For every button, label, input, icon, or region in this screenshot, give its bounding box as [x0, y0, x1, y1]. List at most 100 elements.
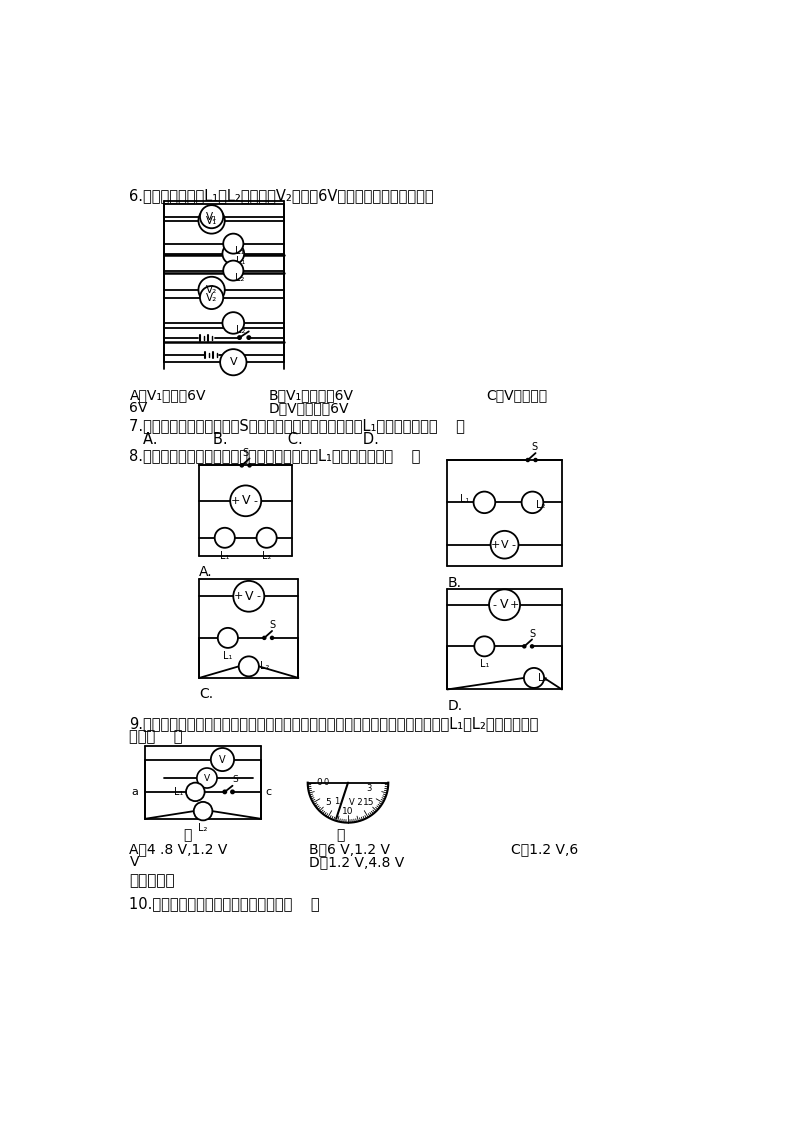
Text: A.: A.	[199, 566, 213, 580]
Text: V: V	[130, 855, 139, 869]
Text: L₁: L₁	[235, 246, 244, 256]
Text: V: V	[245, 590, 253, 603]
Circle shape	[200, 205, 223, 229]
Text: D．1.2 V,4.8 V: D．1.2 V,4.8 V	[310, 855, 405, 869]
Circle shape	[522, 645, 526, 648]
Circle shape	[474, 636, 494, 657]
Text: 甲: 甲	[184, 829, 192, 842]
Circle shape	[223, 790, 226, 794]
Circle shape	[526, 458, 530, 462]
Circle shape	[238, 336, 241, 340]
Circle shape	[194, 801, 212, 821]
Text: +: +	[490, 540, 500, 550]
Text: A．V₁示数为6V: A．V₁示数为6V	[130, 388, 206, 402]
Text: L₁: L₁	[220, 551, 230, 560]
Circle shape	[489, 590, 520, 620]
Text: 6V: 6V	[130, 402, 148, 415]
Text: +: +	[234, 591, 243, 601]
Circle shape	[240, 464, 243, 466]
Text: 15: 15	[362, 798, 374, 807]
Circle shape	[200, 286, 223, 309]
Text: C．V示数小于: C．V示数小于	[486, 388, 547, 402]
Circle shape	[197, 767, 217, 788]
Text: 8.下列四个电路图中，能正确使用电压表测得灯L₁两端电压的是（    ）: 8.下列四个电路图中，能正确使用电压表测得灯L₁两端电压的是（ ）	[130, 448, 421, 463]
Text: L₂: L₂	[261, 661, 270, 671]
Circle shape	[247, 336, 250, 340]
Text: L₂: L₂	[236, 325, 245, 335]
Circle shape	[211, 748, 234, 771]
Text: V₁: V₁	[206, 215, 218, 225]
Circle shape	[222, 312, 244, 334]
Text: V₂: V₂	[206, 285, 218, 294]
Text: -: -	[493, 600, 497, 610]
Circle shape	[490, 531, 518, 558]
Circle shape	[270, 636, 274, 640]
Circle shape	[223, 233, 243, 254]
Text: -: -	[257, 591, 261, 601]
Text: 9.如图甲所示电路中，当闭合开关后，两个电压表指针偏转均为图乙所示，则电灯L₁和L₂两端的电压分: 9.如图甲所示电路中，当闭合开关后，两个电压表指针偏转均为图乙所示，则电灯L₁和…	[130, 717, 539, 731]
Text: 5: 5	[325, 798, 330, 807]
Text: 1: 1	[334, 797, 340, 806]
Circle shape	[218, 628, 238, 648]
Text: V₁: V₁	[206, 212, 218, 222]
Circle shape	[262, 636, 266, 640]
Text: A．4 .8 V,1.2 V: A．4 .8 V,1.2 V	[130, 842, 228, 856]
Text: L₁: L₁	[236, 256, 245, 266]
Circle shape	[231, 790, 234, 794]
Text: V: V	[230, 358, 237, 367]
Text: 二、多选题: 二、多选题	[130, 873, 175, 887]
Circle shape	[530, 645, 534, 648]
Circle shape	[230, 486, 262, 516]
Circle shape	[186, 782, 205, 801]
Text: V: V	[500, 599, 509, 611]
Text: V: V	[204, 773, 210, 782]
Text: S: S	[233, 775, 238, 784]
Text: S: S	[531, 443, 537, 453]
Text: 10.关于下列物理概念，说法错误的是（    ）: 10.关于下列物理概念，说法错误的是（ ）	[130, 895, 320, 911]
Text: D．V示数大于6V: D．V示数大于6V	[269, 402, 350, 415]
Text: L₂: L₂	[538, 672, 547, 683]
Text: L₂: L₂	[262, 551, 271, 560]
Text: B．V₁示数大于6V: B．V₁示数大于6V	[269, 388, 354, 402]
Circle shape	[524, 668, 544, 688]
Circle shape	[220, 349, 246, 376]
Text: B.: B.	[447, 575, 461, 590]
Text: B．6 V,1.2 V: B．6 V,1.2 V	[310, 842, 390, 856]
Circle shape	[238, 657, 259, 677]
Circle shape	[222, 243, 244, 265]
Text: D.: D.	[447, 698, 462, 713]
Text: 7.下面所列电路中，当开关S闭合，电压表能直接测出灯泡L₁两端电压的是（    ）: 7.下面所列电路中，当开关S闭合，电压表能直接测出灯泡L₁两端电压的是（ ）	[130, 418, 466, 432]
Circle shape	[534, 458, 537, 462]
Text: L₂: L₂	[536, 500, 546, 511]
Circle shape	[248, 464, 251, 466]
Text: +: +	[231, 496, 240, 506]
Circle shape	[198, 276, 225, 303]
Text: L₁: L₁	[459, 494, 469, 504]
Text: S: S	[530, 628, 535, 638]
Circle shape	[214, 528, 235, 548]
Text: C.: C.	[199, 687, 214, 701]
Text: S: S	[242, 447, 249, 457]
Text: 3: 3	[366, 783, 372, 792]
Text: L₁: L₁	[223, 651, 233, 661]
Text: S: S	[270, 620, 276, 631]
Text: 别为（    ）: 别为（ ）	[130, 729, 183, 745]
Text: V₂: V₂	[206, 292, 218, 302]
Text: +: +	[510, 600, 519, 610]
Text: 10: 10	[342, 807, 354, 816]
Text: 0: 0	[317, 778, 322, 787]
Text: A.            B.             C.             D.: A. B. C. D.	[142, 431, 378, 446]
Text: C．1.2 V,6: C．1.2 V,6	[510, 842, 578, 856]
Circle shape	[223, 260, 243, 281]
Text: V 2: V 2	[349, 798, 362, 807]
Text: V: V	[242, 495, 250, 507]
Circle shape	[198, 207, 225, 233]
Circle shape	[257, 528, 277, 548]
Text: L₂: L₂	[235, 273, 244, 283]
Text: -: -	[512, 540, 516, 550]
Text: a: a	[132, 787, 138, 797]
Text: V: V	[219, 755, 226, 764]
Text: 0: 0	[324, 778, 329, 787]
Text: L₁: L₁	[174, 787, 184, 797]
Text: 乙: 乙	[336, 829, 345, 842]
